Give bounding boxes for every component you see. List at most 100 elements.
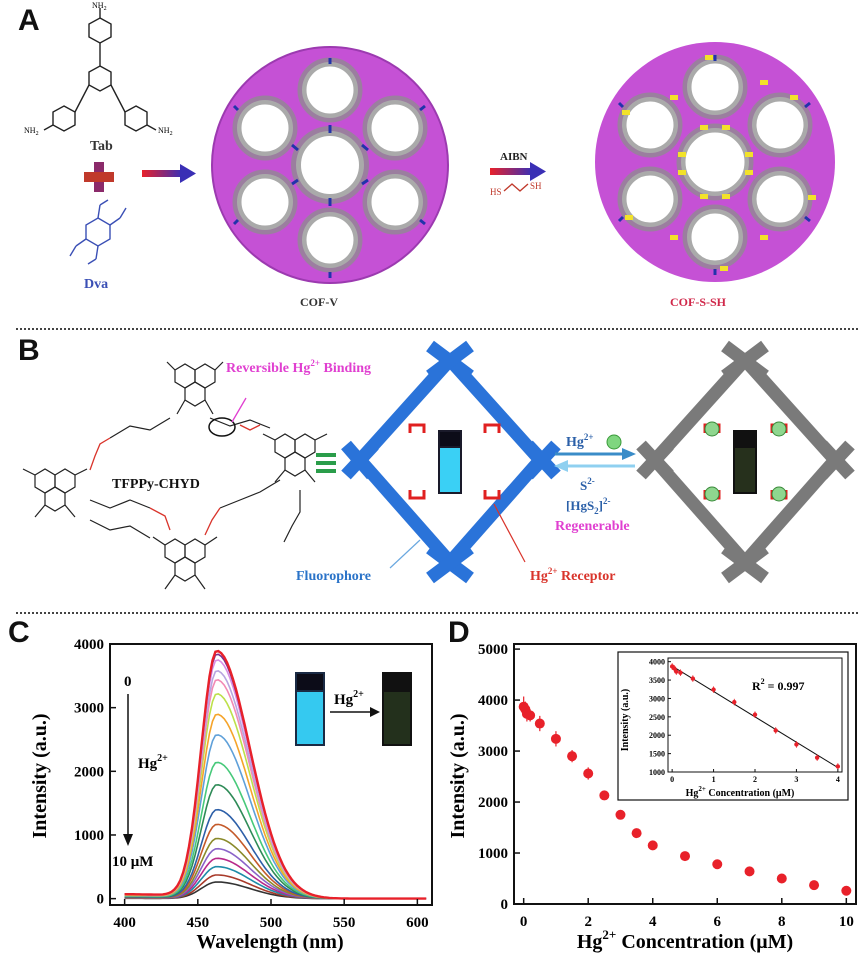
inset-data-point [732, 699, 737, 705]
y-axis-label-d: Intensity (a.u.) [447, 713, 469, 838]
fluorescent-framework [341, 340, 561, 584]
inset-x-label: Hg2+ Concentration (μM) [686, 785, 795, 799]
binding-site-circle [208, 417, 236, 437]
hg-ion-label: Hg2+ [566, 432, 594, 450]
x-tick-label-d: 4 [649, 914, 657, 930]
separator-1 [16, 328, 858, 330]
inset-data-point [672, 666, 677, 671]
y-tick-label-d: 1000 [478, 846, 508, 862]
x-axis-label-d: Hg2+ Concentration (μM) [577, 927, 793, 953]
y-tick-label-d: 0 [501, 897, 509, 913]
arrow-end-label: 10 μM [112, 854, 153, 870]
tfppy-chyd-structure [22, 361, 328, 590]
spectrum-0.5uM [124, 679, 427, 900]
y-tick-label-d: 4000 [478, 693, 508, 709]
inset-y-tick-label: 4000 [649, 658, 665, 667]
inset-data-point [835, 764, 841, 769]
y-tick-label-d: 5000 [478, 642, 508, 658]
panel-label-c: C [8, 616, 30, 649]
y-tick-label-d: 2000 [478, 795, 508, 811]
tab-label: Tab [90, 139, 113, 154]
inset-x-tick-label: 1 [712, 775, 716, 784]
data-point [583, 768, 594, 779]
nh2-right: NH2 [158, 126, 173, 137]
aibn-label: AIBN [500, 151, 528, 163]
inset-data-point [773, 728, 778, 733]
separator-2 [16, 612, 858, 614]
receptor-pointer [493, 503, 526, 563]
nh2-left: NH2 [24, 126, 39, 137]
inset-data-point [752, 712, 758, 717]
inset-x-tick-label: 4 [836, 775, 840, 784]
svg-text:SH: SH [530, 181, 542, 191]
x-tick-label-d: 10 [839, 914, 854, 930]
inset-data-point [794, 742, 799, 747]
spectrum-0uM [124, 649, 427, 900]
binding-pointer [231, 397, 247, 423]
x-tick-label-d: 2 [584, 914, 592, 930]
x-tick-label-c: 600 [406, 915, 429, 931]
data-point [712, 859, 723, 870]
spectrum-2.5uM [124, 761, 427, 900]
inset-x-tick-label: 3 [794, 775, 798, 784]
x-tick-label-c: 550 [333, 915, 356, 931]
inset-y-label: Intensity (a.u.) [620, 689, 631, 752]
data-point [631, 828, 642, 839]
inset-y-tick-label: 2000 [649, 731, 665, 740]
y-axis-label-c: Intensity (a.u.) [29, 713, 51, 838]
inset-x-tick-label: 2 [753, 775, 757, 784]
panel-label-a: A [18, 4, 40, 37]
panel-c-chart: 400 450 500 550 600 0 1000 2000 3000 4000 Wavelen… [29, 637, 433, 953]
tfppy-chyd-label: TFPPy-CHYD [112, 477, 200, 492]
reaction-arrow-2 [490, 162, 546, 181]
y-tick-label-c: 4000 [74, 637, 104, 653]
data-point [550, 733, 561, 744]
inset-hg-label-c: Hg2+ [334, 689, 364, 708]
complex-label: [HgS2]2- [566, 496, 611, 516]
inset-y-tick-label: 1000 [649, 768, 665, 777]
nh2-top: NH2 [92, 1, 107, 12]
quenched-framework [636, 340, 855, 584]
plot-frame-d [513, 643, 857, 905]
fluorophore-label: Fluorophore [296, 569, 371, 584]
arrow-start-label: 0 [124, 674, 132, 690]
receptor-label: Hg2+ Receptor [530, 566, 615, 584]
reaction-arrow-1 [142, 164, 196, 183]
inset-data-point [814, 755, 820, 760]
panel-a-scheme: NH2 NH2 NH2 Tab Dva [24, 1, 835, 309]
spectrum-1uM [124, 693, 427, 900]
inset-x-tick-label: 0 [670, 775, 674, 784]
y-tick-label-c: 1000 [74, 828, 104, 844]
equivalence-icon [316, 453, 336, 473]
inset-y-tick-label: 3500 [649, 676, 665, 685]
inset-data-point [690, 676, 696, 681]
reversible-binding-label: Reversible Hg2+ Binding [226, 358, 371, 376]
panel-label-b: B [18, 334, 40, 367]
data-point [680, 851, 690, 862]
x-tick-label-d: 6 [714, 914, 722, 930]
x-tick-label-d: 0 [520, 914, 528, 930]
data-point [567, 751, 578, 762]
inset-data-point [711, 687, 716, 692]
x-tick-label-d: 8 [778, 914, 786, 930]
arrow-mid-label: Hg2+ [138, 753, 168, 772]
dva-molecule [69, 199, 127, 265]
fluorophore-pointer [389, 539, 421, 569]
regenerable-label: Regenerable [555, 519, 630, 534]
data-point [647, 840, 658, 851]
data-point [534, 718, 545, 729]
exchange-arrows [554, 448, 636, 472]
data-point [841, 885, 852, 896]
plus-icon [84, 162, 114, 192]
data-point [744, 866, 755, 877]
cof-v-label: COF-V [300, 295, 338, 309]
x-tick-label-c: 400 [113, 915, 136, 931]
inset-plot-d: 0 1 2 3 4 1000 1500 2000 2500 3000 3500 4000 [649, 657, 843, 784]
inset-vials-c [295, 672, 412, 746]
svg-text:HS: HS [490, 187, 502, 197]
ethanedithiol-molecule: HS SH [490, 181, 542, 197]
cof-s-sh-framework [595, 42, 835, 282]
inset-y-tick-label: 3000 [649, 694, 665, 703]
